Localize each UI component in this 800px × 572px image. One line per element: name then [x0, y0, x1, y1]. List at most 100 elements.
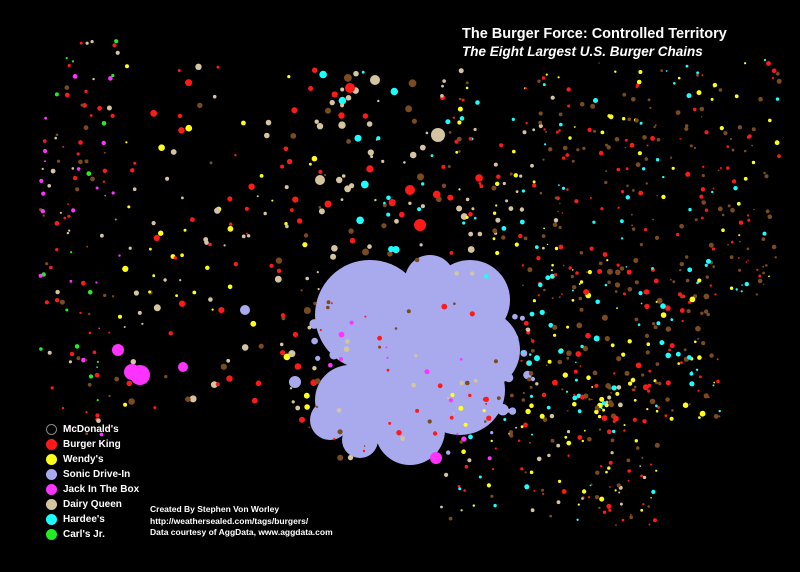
jack-in-the-box-dot — [40, 209, 45, 214]
burger-king-dot — [276, 268, 282, 273]
mcdonalds-dot — [406, 309, 411, 314]
mcdonalds-dot — [717, 206, 723, 212]
burger-king-dot — [653, 518, 657, 523]
legend-item-dairy-queen: Dairy Queen — [46, 497, 139, 512]
dairy-queen-dot — [465, 197, 470, 202]
dairy-queen-dot — [470, 271, 475, 276]
hardees-dot — [600, 407, 603, 410]
dairy-queen-dot — [289, 387, 293, 390]
burger-king-dot — [331, 91, 338, 98]
sonic-dot — [346, 382, 355, 391]
mcdonalds-dot — [337, 429, 343, 435]
dairy-queen-dot — [100, 233, 104, 238]
hardees-dot — [695, 368, 699, 371]
mcdonalds-dot — [634, 317, 639, 322]
dairy-queen-dot — [343, 346, 350, 353]
mcdonalds-dot — [592, 370, 598, 376]
dairy-queen-dot — [344, 185, 351, 193]
dairy-queen-dot — [246, 234, 251, 238]
mcdonalds-dot — [566, 356, 570, 360]
burger-king-dot — [441, 303, 448, 310]
dairy-queen-dot — [279, 342, 284, 347]
burger-king-dot — [685, 171, 691, 177]
dairy-queen-dot — [50, 168, 56, 174]
mcdonalds-dot — [562, 145, 568, 151]
sonic-dot — [412, 359, 418, 366]
mcdonalds-dot — [579, 307, 584, 312]
burger-king-dot — [531, 339, 535, 343]
hardees-dot — [696, 71, 699, 75]
sonic-dot — [334, 404, 340, 409]
dairy-queen-dot — [331, 245, 338, 252]
mcdonalds-dot — [538, 111, 543, 116]
wendys-dot — [655, 409, 659, 413]
mcdonalds-dot — [572, 285, 577, 290]
mcdonalds-dot — [685, 278, 690, 283]
sonic-dot — [348, 370, 352, 373]
mcdonalds-dot — [604, 180, 608, 185]
sonic-dot — [440, 310, 520, 390]
dairy-queen-dot — [307, 325, 312, 330]
mcdonalds-dot — [629, 515, 633, 519]
mcdonalds-dot — [529, 385, 533, 389]
burger-king-dot — [552, 379, 558, 386]
burger-king-dot — [635, 362, 642, 369]
burger-king-dot — [67, 63, 71, 68]
burger-king-dot — [561, 212, 564, 214]
wendys-dot — [149, 247, 152, 251]
sonic-dot — [349, 350, 354, 355]
wendys-dot — [623, 424, 626, 426]
wendys-dot — [525, 408, 531, 415]
burger-king-dot — [726, 145, 730, 148]
burger-king-dot — [364, 315, 367, 318]
hardees-dot — [612, 429, 616, 434]
hardees-dot — [458, 487, 462, 491]
wendys-dot — [650, 497, 652, 499]
sonic-dot — [393, 307, 402, 317]
wendys-dot — [579, 280, 584, 284]
sonic-dot — [481, 359, 492, 370]
burger-king-dot — [679, 308, 685, 313]
carls-jr-dot — [65, 308, 69, 312]
dairy-queen-dot — [400, 436, 405, 441]
burger-king-dot — [102, 168, 108, 173]
burger-king-dot — [248, 183, 255, 190]
burger-king-dot — [616, 263, 620, 267]
hardees-dot — [639, 121, 643, 125]
wendys-dot — [638, 70, 643, 74]
mcdonalds-dot — [598, 408, 601, 411]
burger-king-dot — [591, 398, 593, 401]
mcdonalds-swatch-icon — [46, 424, 57, 435]
burger-king-dot — [747, 134, 752, 139]
burger-king-dot — [386, 368, 390, 372]
mcdonalds-dot — [751, 144, 753, 147]
burger-king-dot — [255, 380, 262, 387]
burger-king-dot — [294, 363, 302, 370]
wendys-dot — [597, 414, 602, 419]
hardees-dot — [459, 116, 465, 121]
mcdonalds-dot — [655, 362, 660, 366]
wendys-dot — [127, 205, 131, 209]
wendys-dot — [622, 117, 626, 121]
carls-jr-dot — [104, 194, 106, 197]
mcdonalds-dot — [705, 275, 709, 279]
burger-king-dot — [704, 208, 709, 212]
wendys-dot — [677, 76, 681, 80]
mcdonalds-dot — [545, 130, 548, 133]
mcdonalds-dot — [696, 73, 699, 77]
mcdonalds-dot — [626, 458, 631, 463]
mcdonalds-dot — [103, 293, 107, 298]
dairy-queen-dot — [639, 465, 642, 467]
sonic-dot — [399, 327, 403, 331]
hardees-dot — [620, 219, 624, 224]
jack-in-the-box-dot — [385, 346, 388, 349]
wendys-dot — [551, 263, 554, 267]
jack-in-the-box-dot — [81, 357, 86, 363]
sonic-dot — [479, 304, 485, 310]
wendys-dot — [550, 269, 553, 272]
dairy-queen-dot — [163, 278, 167, 282]
mcdonalds-dot — [594, 405, 600, 411]
wendys-dot — [696, 90, 702, 96]
dairy-queen-dot — [226, 358, 231, 363]
mcdonalds-dot — [700, 311, 704, 315]
